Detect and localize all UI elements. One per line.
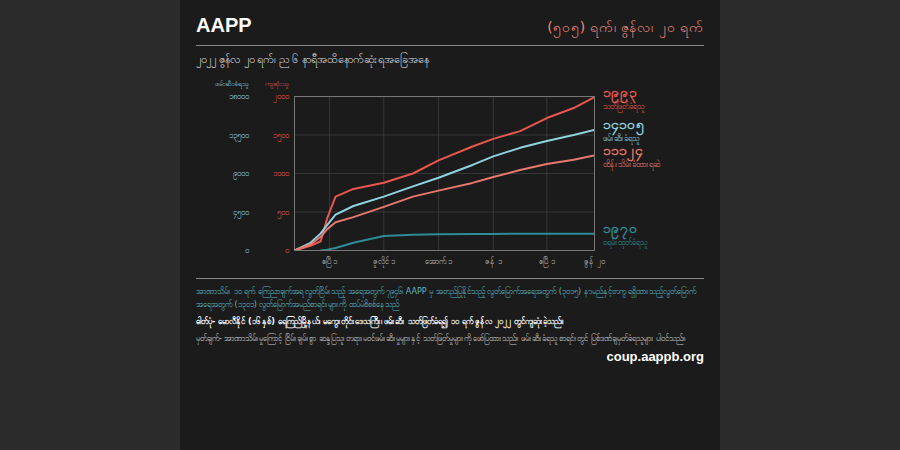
svg-text:ဇွန် ၂၀: ဇွန် ၂၀ — [584, 256, 605, 268]
svg-text:ထိန်းသိမ်းခံထားရဆဲ: ထိန်းသိမ်းခံထားရဆဲ — [603, 159, 660, 171]
svg-text:၁၈၀၀၀: ၁၈၀၀၀ — [229, 92, 249, 101]
svg-text:၉၀၀၀: ၉၀၀၀ — [233, 169, 249, 180]
svg-text:ဖမ်းဆီးခံရသူ: ဖမ်းဆီးခံရသူ — [215, 80, 249, 89]
html-text:၂၀၂၂ ဇွန်လ ၂၀ ရက်၊ ည ၆ နာရီအထိ: ၂၀၂၂ ဇွန်လ ၂၀ ရက်၊ ည ၆ နာရီအထိနောက်ဆုံးရ… — [196, 53, 429, 66]
svg-text:၁၉၇၀: ၁၉၇၀ — [603, 220, 638, 240]
html-text:အာဏာသိမ်း ၁၀ ရက် ကြေညာချက်အရ လ: အာဏာသိမ်း ၁၀ ရက် ကြေညာချက်အရ လွတ်ငြိမ်းသ… — [196, 287, 697, 309]
svg-text:၀: ၀ — [285, 246, 289, 255]
html-text:AAPP: AAPP — [196, 14, 252, 36]
svg-text:ဇူလိုင် ၁: ဇူလိုင် ၁ — [373, 256, 396, 268]
svg-text:ဇန် ၁: ဇန် ၁ — [485, 256, 502, 268]
svg-text:၄၅၀၀: ၄၅၀၀ — [233, 208, 249, 219]
svg-text:၁၄၁၀၅: ၁၄၁၀၅ — [603, 116, 645, 136]
svg-text:၅၀၀: ၅၀၀ — [277, 208, 289, 219]
svg-text:၁၃၅၀၀: ၁၃၅၀၀ — [229, 131, 249, 142]
svg-text:၁၀၀၀: ၁၀၀၀ — [273, 169, 289, 178]
svg-text:အောက် ၁: အောက် ၁ — [425, 256, 453, 266]
svg-text:ဖမ်းဆီးခံရသူ: ဖမ်းဆီးခံရသူ — [602, 134, 639, 144]
svg-text:ဧပြီ ၁: ဧပြီ ၁ — [539, 256, 555, 268]
svg-text:၁၁၁၂၄: ၁၁၁၂၄ — [603, 142, 643, 162]
svg-text:၁၅၀၀: ၁၅၀၀ — [273, 131, 289, 142]
svg-text:ဧပြီ ၁: ဧပြီ ၁ — [322, 256, 338, 268]
svg-text:သတ်ဖြတ်ခံရသူ: သတ်ဖြတ်ခံရသူ — [603, 101, 645, 113]
svg-text:၁၉၉၃: ၁၉၉၃ — [603, 84, 637, 104]
html-text:(၅၀၅) ရက်၊ ဇွန်လ၊ ၂၀ ရက်: (၅၀၅) ရက်၊ ဇွန်လ၊ ၂၀ ရက် — [547, 19, 704, 35]
html-text:coup.aappb.org: coup.aappb.org — [606, 349, 704, 364]
svg-text:၀: ၀ — [245, 246, 249, 255]
html-text:ဓါတ်ပုံ- မောလီနိုင် (၁၆ နှစ်): ဓါတ်ပုံ- မောလီနိုင် (၁၆ နှစ်) ရေကြည်မြို… — [196, 317, 564, 326]
html-text:မှတ်ချက်- အာဏာသိမ်းမှုကြောင့်: မှတ်ချက်- အာဏာသိမ်းမှုကြောင့် ငြိမ်းချမ်… — [196, 334, 686, 343]
svg-text:၂၀၀၀: ၂၀၀၀ — [273, 92, 289, 103]
svg-text:ကျဆုံးသူ: ကျဆုံးသူ — [265, 80, 289, 89]
svg-text:ဝရမ်းထုတ်ခံရသူ: ဝရမ်းထုတ်ခံရသူ — [603, 237, 648, 249]
